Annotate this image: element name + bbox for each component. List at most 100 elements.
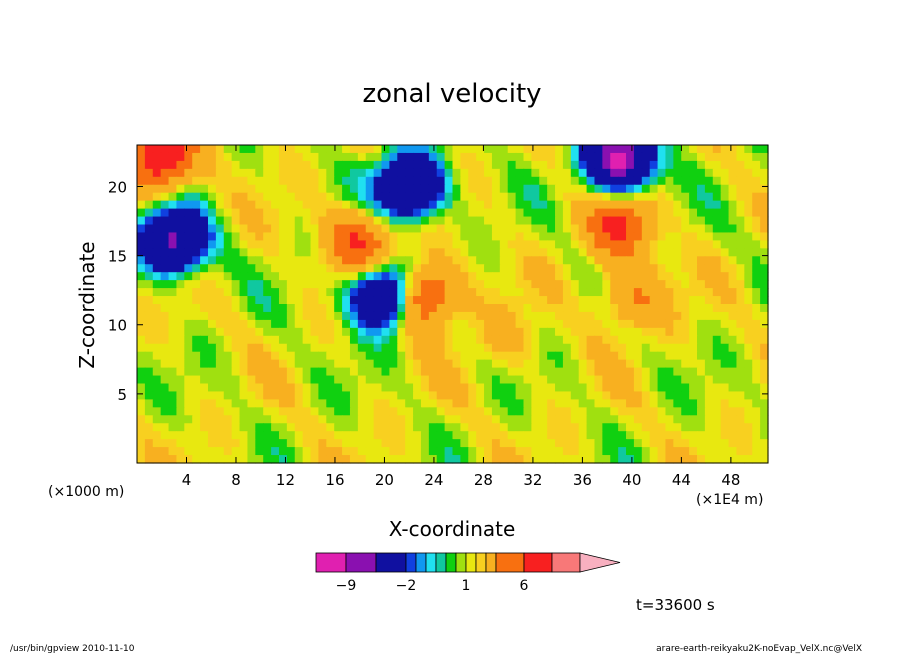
heatmap-cell (491, 304, 501, 313)
heatmap-cell (602, 327, 611, 337)
heatmap-cell (389, 423, 398, 432)
heatmap-cell (499, 256, 509, 265)
colorbar-segment (375, 552, 407, 573)
heatmap-cell (255, 399, 264, 408)
heatmap-cell (302, 351, 312, 361)
heatmap-cell (397, 383, 406, 393)
heatmap-cell (444, 176, 454, 186)
heatmap-cell (342, 176, 351, 186)
heatmap-cell (263, 256, 272, 265)
heatmap-cell (649, 176, 659, 186)
heatmap-cell (673, 240, 682, 249)
heatmap-cell (452, 232, 461, 241)
heatmap-cell (468, 280, 477, 289)
heatmap-cell (247, 431, 256, 440)
heatmap-cell (547, 208, 556, 218)
heatmap-cell (547, 192, 556, 202)
x-tick-label: 44 (672, 471, 691, 489)
heatmap-cell (689, 288, 698, 297)
heatmap-cell (555, 160, 564, 170)
heatmap-cell (357, 208, 367, 218)
heatmap-cell (657, 192, 667, 202)
heatmap-cell (286, 216, 296, 226)
heatmap-cell (365, 304, 375, 313)
heatmap-cell (665, 335, 674, 345)
heatmap-cell (436, 359, 446, 369)
heatmap-cell (436, 407, 446, 416)
heatmap-cell (326, 431, 335, 440)
heatmap-cell (278, 359, 288, 369)
heatmap-cell (712, 272, 722, 281)
heatmap-cell (610, 335, 619, 345)
heatmap-cell (184, 311, 193, 321)
heatmap-cell (476, 176, 485, 186)
heatmap-cell (633, 240, 643, 249)
heatmap-cell (562, 272, 572, 281)
heatmap-cell (491, 335, 501, 345)
heatmap-cell (342, 288, 351, 297)
heatmap-cell (294, 192, 304, 202)
heatmap-cell (137, 224, 146, 234)
heatmap-cell (697, 375, 706, 385)
heatmap-cell (271, 375, 280, 385)
heatmap-cell (507, 176, 517, 186)
heatmap-cell (326, 248, 335, 257)
heatmap-cell (184, 168, 193, 178)
heatmap-cell (318, 224, 327, 234)
heatmap-cell (547, 447, 556, 456)
heatmap-cell (547, 240, 556, 249)
heatmap-cell (326, 184, 335, 194)
heatmap-cell (405, 335, 414, 345)
heatmap-cell (547, 232, 556, 241)
heatmap-cell (602, 351, 611, 361)
heatmap-cell (334, 311, 343, 321)
heatmap-cell (468, 145, 477, 154)
heatmap-cell (704, 280, 714, 289)
heatmap-cell (760, 145, 769, 154)
heatmap-cell (239, 399, 249, 408)
heatmap-cell (641, 439, 651, 448)
heatmap-cell (547, 264, 556, 273)
heatmap-cell (689, 208, 698, 218)
heatmap-cell (476, 280, 485, 289)
heatmap-cell (381, 367, 390, 377)
heatmap-cell (263, 415, 272, 424)
heatmap-cell (247, 327, 256, 337)
heatmap-cell (736, 447, 745, 456)
heatmap-cell (452, 391, 461, 400)
heatmap-cell (594, 288, 603, 297)
heatmap-cell (381, 311, 390, 321)
heatmap-cell (342, 351, 351, 361)
heatmap-cell (247, 192, 256, 202)
heatmap-cell (578, 248, 588, 257)
heatmap-cell (507, 431, 517, 440)
heatmap-cell (223, 224, 233, 234)
heatmap-cell (641, 192, 651, 202)
heatmap-cell (436, 296, 446, 305)
heatmap-cell (681, 288, 690, 297)
heatmap-cell (641, 200, 651, 210)
heatmap-cell (334, 407, 343, 416)
heatmap-cell (176, 184, 185, 194)
heatmap-cell (365, 256, 375, 265)
heatmap-cell (468, 200, 477, 210)
heatmap-cell (594, 216, 603, 226)
heatmap-cell (278, 248, 288, 257)
heatmap-cell (586, 319, 596, 329)
heatmap-cell (271, 311, 280, 321)
heatmap-cell (428, 431, 438, 440)
heatmap-cell (460, 160, 469, 170)
heatmap-cell (397, 311, 406, 321)
heatmap-cell (318, 399, 327, 408)
heatmap-cell (610, 447, 619, 456)
heatmap-cell (278, 224, 288, 234)
heatmap-cell (736, 327, 745, 337)
heatmap-cell (523, 184, 532, 194)
heatmap-cell (649, 192, 659, 202)
heatmap-cell (381, 399, 390, 408)
heatmap-cell (223, 375, 233, 385)
heatmap-cell (349, 423, 359, 432)
heatmap-cell (452, 272, 461, 281)
heatmap-cell (539, 145, 548, 154)
heatmap-cell (539, 447, 548, 456)
